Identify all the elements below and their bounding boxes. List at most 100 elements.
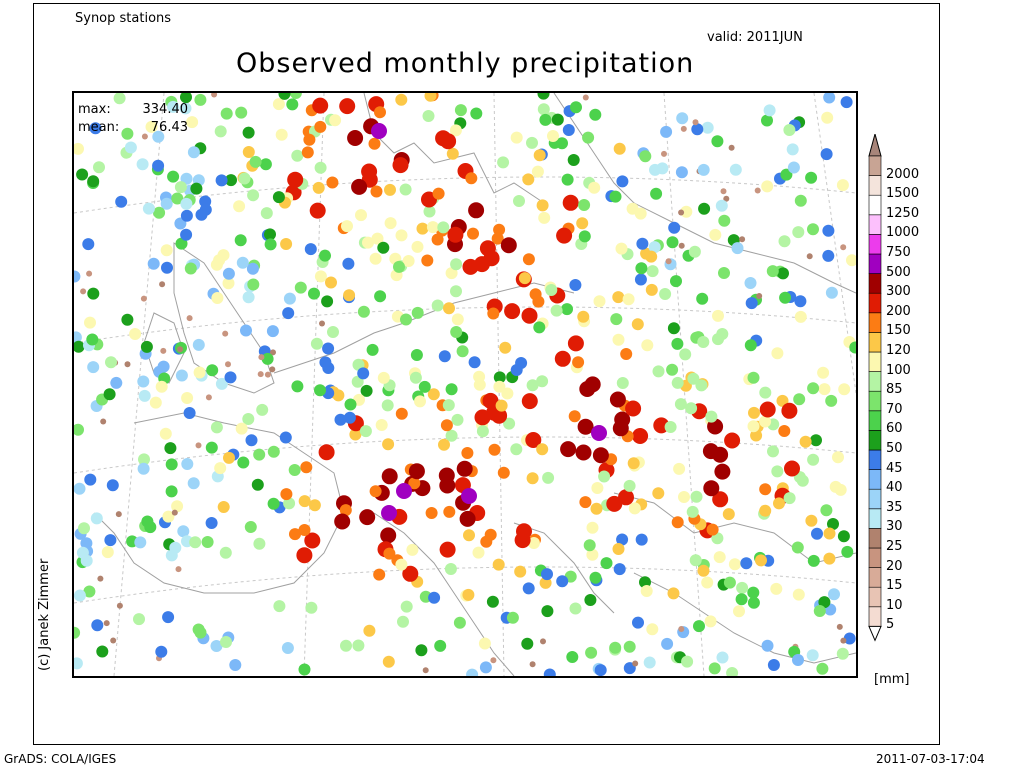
station-dot xyxy=(136,158,149,171)
station-dot xyxy=(786,143,799,156)
station-dot xyxy=(541,605,554,618)
station-dot xyxy=(229,659,242,671)
station-dot xyxy=(266,325,279,338)
station-dot xyxy=(175,369,188,382)
station-dot xyxy=(447,226,464,243)
station-dot xyxy=(411,240,424,253)
station-dot xyxy=(235,106,248,119)
station-dot xyxy=(210,421,223,434)
station-dot xyxy=(504,303,521,320)
station-dot xyxy=(745,297,758,310)
station-dot xyxy=(671,516,684,529)
station-dot xyxy=(754,187,761,194)
station-dot xyxy=(326,176,339,189)
station-dot xyxy=(286,98,299,111)
station-dot xyxy=(300,461,313,474)
station-dot xyxy=(625,400,642,417)
station-dot xyxy=(761,639,774,652)
station-dot xyxy=(110,637,117,644)
station-dot xyxy=(314,161,327,174)
station-dot xyxy=(681,655,694,668)
station-dot xyxy=(480,535,493,548)
station-dot xyxy=(488,443,501,456)
station-dot xyxy=(279,431,292,444)
station-dot xyxy=(236,256,249,269)
station-dot xyxy=(309,202,326,219)
station-dot xyxy=(491,232,504,245)
station-dot xyxy=(225,361,231,368)
legend-swatch xyxy=(868,371,882,392)
legend-unit: [mm] xyxy=(874,672,910,687)
station-dot xyxy=(308,287,320,300)
station-dot xyxy=(84,473,97,486)
station-dot xyxy=(759,483,772,496)
station-dot xyxy=(676,112,689,125)
station-dot xyxy=(225,174,237,187)
station-dot xyxy=(846,254,856,267)
station-dot xyxy=(366,343,379,356)
station-dot xyxy=(779,291,792,304)
station-dot xyxy=(177,525,190,538)
station-dot xyxy=(832,451,844,464)
station-dot xyxy=(661,150,667,157)
station-dot xyxy=(213,254,226,267)
station-dot xyxy=(585,646,598,659)
station-dot xyxy=(162,611,175,624)
station-dot xyxy=(214,462,227,475)
station-dot xyxy=(167,100,180,113)
station-dot xyxy=(141,133,148,140)
station-dot xyxy=(246,262,259,275)
station-dot xyxy=(291,149,304,162)
station-dot xyxy=(124,361,131,368)
station-dot xyxy=(319,356,332,369)
station-dot xyxy=(450,326,463,338)
station-dot xyxy=(454,104,467,117)
station-dot xyxy=(445,267,458,280)
station-dot xyxy=(540,638,546,645)
station-dot xyxy=(253,448,266,461)
station-dot xyxy=(272,98,285,111)
station-dot xyxy=(679,348,692,361)
station-dot xyxy=(525,432,542,448)
station-dot xyxy=(384,217,397,230)
station-dot xyxy=(303,133,316,146)
station-dot xyxy=(493,380,506,393)
station-dot xyxy=(478,637,491,650)
station-dot xyxy=(674,398,687,411)
station-dot xyxy=(598,470,611,483)
station-dot xyxy=(369,252,382,265)
station-dot xyxy=(242,126,255,139)
station-dot xyxy=(347,130,364,146)
station-dot xyxy=(825,286,838,299)
station-dot xyxy=(222,277,235,290)
legend-level-label: 5 xyxy=(886,617,895,633)
station-dot xyxy=(770,582,783,595)
legend-swatch xyxy=(868,292,882,314)
station-dot xyxy=(706,523,719,536)
station-dot xyxy=(594,664,607,676)
station-dot xyxy=(260,207,273,220)
station-dot xyxy=(576,217,589,230)
station-dot xyxy=(74,482,86,495)
station-dot xyxy=(620,348,633,360)
station-dot xyxy=(612,543,625,555)
station-dot xyxy=(626,202,639,215)
station-dot xyxy=(474,409,491,426)
legend-level-label: 20 xyxy=(886,558,903,574)
station-dot xyxy=(351,178,368,195)
legend-swatch xyxy=(868,214,882,235)
station-dot xyxy=(793,393,806,406)
station-dot xyxy=(312,181,325,194)
station-dot xyxy=(536,199,549,212)
station-dot xyxy=(623,640,636,653)
station-dot xyxy=(840,244,847,251)
station-dot xyxy=(416,222,429,235)
station-dot xyxy=(240,324,252,337)
station-dot xyxy=(76,168,89,181)
station-dot xyxy=(374,290,387,303)
station-dot xyxy=(396,483,412,499)
station-dot xyxy=(579,381,596,397)
station-dot xyxy=(395,229,408,242)
station-dot xyxy=(249,155,262,168)
station-dot xyxy=(406,543,419,556)
